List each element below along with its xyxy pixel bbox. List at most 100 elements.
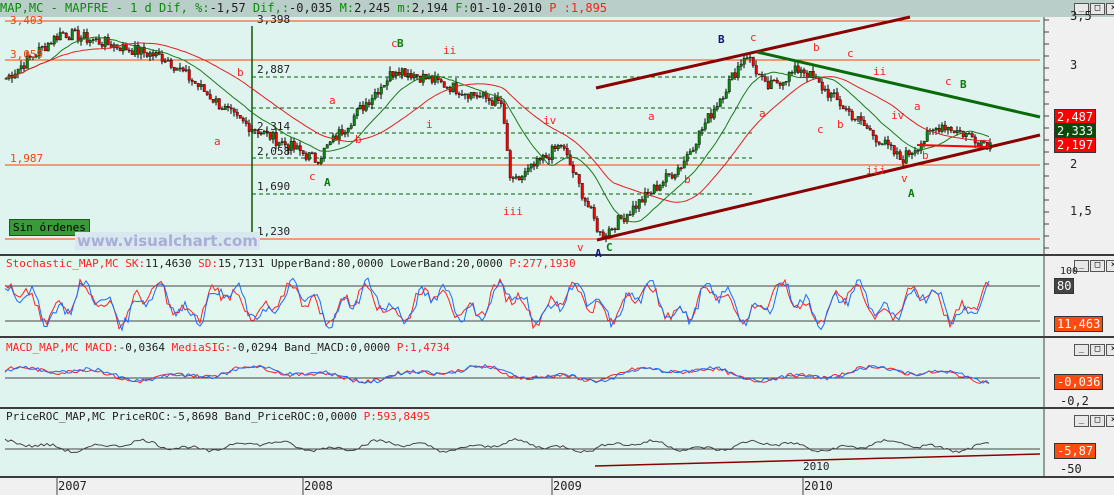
maximize-button[interactable]: □ — [1090, 3, 1105, 15]
wave-label: b — [684, 173, 691, 186]
candle — [301, 150, 305, 154]
maximize-button[interactable]: □ — [1090, 344, 1105, 356]
candle — [397, 72, 401, 76]
minimize-button[interactable]: _ — [1074, 415, 1089, 427]
minimize-button[interactable]: _ — [1074, 3, 1089, 15]
candle — [274, 132, 278, 146]
candle — [148, 52, 152, 57]
candle — [643, 191, 647, 203]
candle — [841, 105, 845, 109]
chart-title-bar: MAP,MC - MAPFRE - 1 d Dif, %:-1,57 Dif,:… — [0, 0, 1114, 17]
candle — [781, 81, 785, 86]
candle — [256, 130, 260, 135]
fib-label: 2,887 — [257, 63, 291, 76]
candle — [652, 184, 656, 194]
candle — [556, 144, 560, 150]
candle — [184, 69, 188, 72]
fib-label: 2,314 — [257, 120, 291, 133]
candle — [583, 198, 587, 202]
candle — [88, 40, 92, 43]
macd-panel — [0, 338, 1044, 407]
candle — [352, 115, 356, 126]
minimize-button[interactable]: _ — [1074, 260, 1089, 272]
candle — [844, 108, 848, 110]
candle — [262, 130, 266, 134]
candle — [850, 111, 854, 120]
value-tag: 11,463 — [1054, 316, 1104, 332]
maximize-button[interactable]: □ — [1090, 415, 1105, 427]
candle — [25, 55, 29, 69]
candle — [358, 105, 362, 110]
candle — [769, 79, 773, 89]
minimize-button[interactable]: _ — [1074, 344, 1089, 356]
candle — [931, 129, 935, 132]
wave-label: c — [391, 37, 398, 50]
candle — [904, 150, 908, 164]
candle — [784, 81, 788, 83]
candle — [820, 81, 824, 91]
candle — [712, 109, 716, 119]
main-window-controls: _ □ × — [1074, 3, 1114, 15]
candle — [580, 182, 584, 199]
candle — [31, 56, 35, 59]
candle — [487, 98, 491, 101]
candle — [214, 98, 218, 103]
candle — [289, 140, 293, 151]
candle — [610, 228, 614, 231]
candle — [376, 92, 380, 95]
candle — [220, 108, 224, 110]
candle — [439, 79, 443, 82]
candle — [286, 144, 290, 151]
period: 1 d — [130, 1, 152, 15]
candle — [319, 158, 323, 164]
candle — [412, 74, 416, 79]
macd-label: MACD: — [85, 341, 119, 354]
maximize-button[interactable]: □ — [1090, 260, 1105, 272]
candle — [151, 52, 155, 57]
trend-line-upper — [595, 15, 911, 90]
p-label: P: — [363, 410, 377, 423]
wave-label: c — [847, 47, 854, 60]
candle — [265, 130, 269, 133]
sd-value: 15,7131 — [217, 257, 265, 270]
candle — [865, 125, 869, 129]
candle — [175, 68, 179, 71]
candle — [955, 130, 959, 133]
candle — [70, 29, 74, 41]
candle — [280, 141, 284, 143]
candle — [856, 116, 860, 120]
close-button[interactable]: × — [1106, 415, 1114, 427]
candle — [715, 106, 719, 110]
candle — [466, 93, 470, 99]
candle — [496, 96, 500, 101]
axis-tick: -50 — [1060, 462, 1082, 476]
p-label: P : — [549, 1, 571, 15]
close-button[interactable]: × — [1106, 260, 1114, 272]
p-label: P: — [396, 341, 411, 354]
wave-label: b — [813, 41, 820, 54]
candle — [607, 228, 611, 236]
candle — [16, 68, 20, 75]
candle — [217, 98, 221, 109]
candle — [565, 148, 569, 156]
wave-label: iv — [543, 114, 557, 127]
candle — [817, 78, 821, 83]
candle — [172, 67, 176, 71]
candle — [85, 32, 89, 43]
roc-header: PriceROC_MAP,MC PriceROC:-5,8698 Band_Pr… — [6, 410, 430, 423]
band-label: Band_MACD: — [284, 341, 351, 354]
candle — [589, 206, 593, 209]
moving-average-fast — [4, 36, 990, 223]
candle — [208, 94, 212, 100]
sd-label: SD: — [198, 257, 218, 270]
close-button[interactable]: × — [1106, 344, 1114, 356]
close-button[interactable]: × — [1106, 3, 1114, 15]
status-badge[interactable]: Sin órdenes — [9, 219, 90, 236]
wave-label: B — [718, 33, 725, 46]
min-label: m: — [397, 1, 412, 15]
candle — [82, 32, 86, 39]
candle — [739, 63, 743, 67]
candle — [391, 71, 395, 77]
candle — [640, 199, 644, 203]
